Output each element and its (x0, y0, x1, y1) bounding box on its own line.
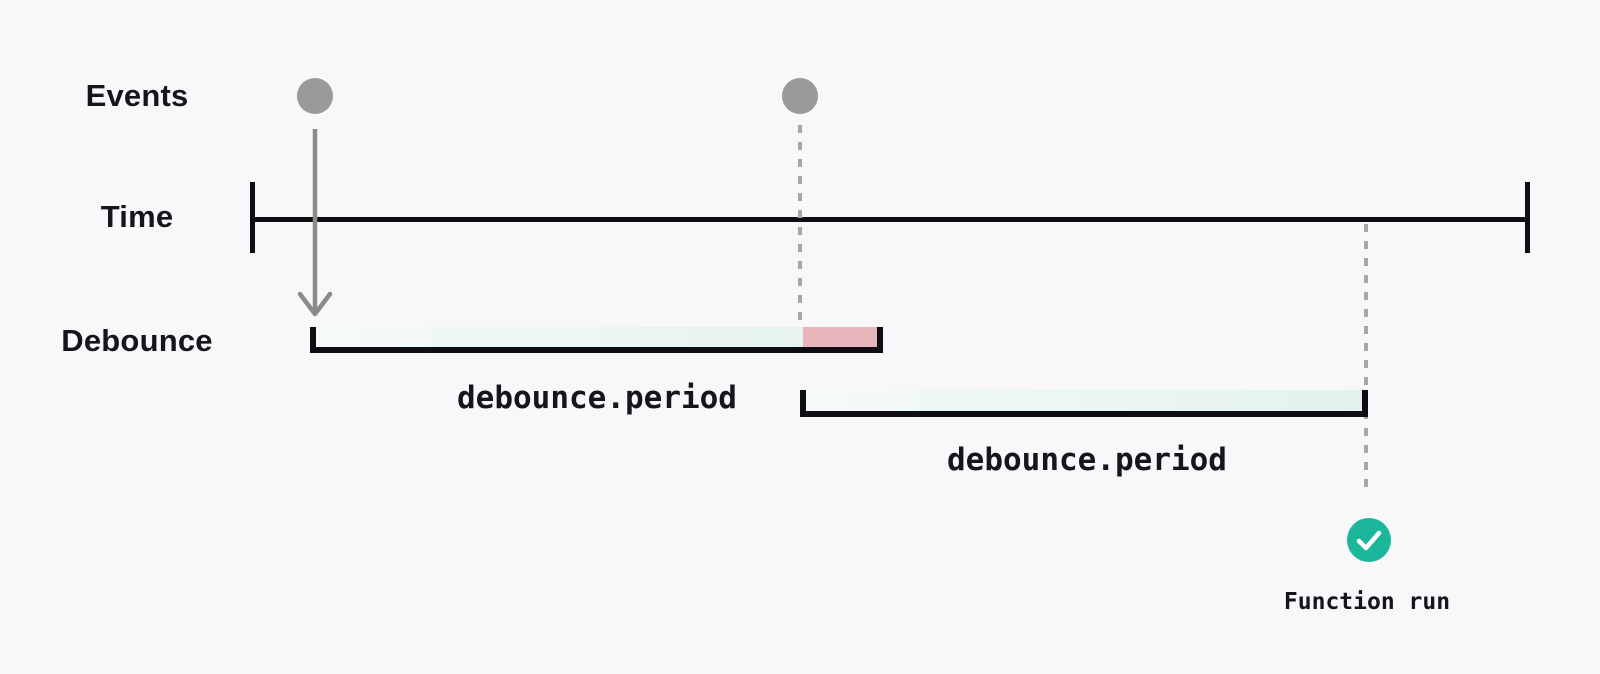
event-dot-icon (297, 78, 333, 114)
second-event-dashed-guide (798, 125, 802, 330)
function-run-label: Function run (1283, 589, 1451, 615)
events-row-label: Events (85, 78, 189, 113)
timeline-end-cap (1525, 182, 1530, 253)
debounce-period-bar-2 (800, 390, 1368, 417)
time-row-label: Time (100, 199, 174, 234)
function-run-dashed-guide (1364, 224, 1368, 487)
debounce-period-label-2: debounce.period (947, 442, 1227, 478)
cancelled-period-segment (803, 327, 877, 347)
debounce-period-bar-1 (310, 327, 883, 353)
event-dot-icon (782, 78, 818, 114)
debounce-period-label-1: debounce.period (457, 380, 737, 416)
arrow-down-icon (296, 127, 334, 324)
timeline-start-cap (250, 182, 255, 253)
timeline-axis (250, 217, 1530, 222)
check-icon (1347, 518, 1391, 562)
debounce-row-label: Debounce (61, 323, 213, 358)
